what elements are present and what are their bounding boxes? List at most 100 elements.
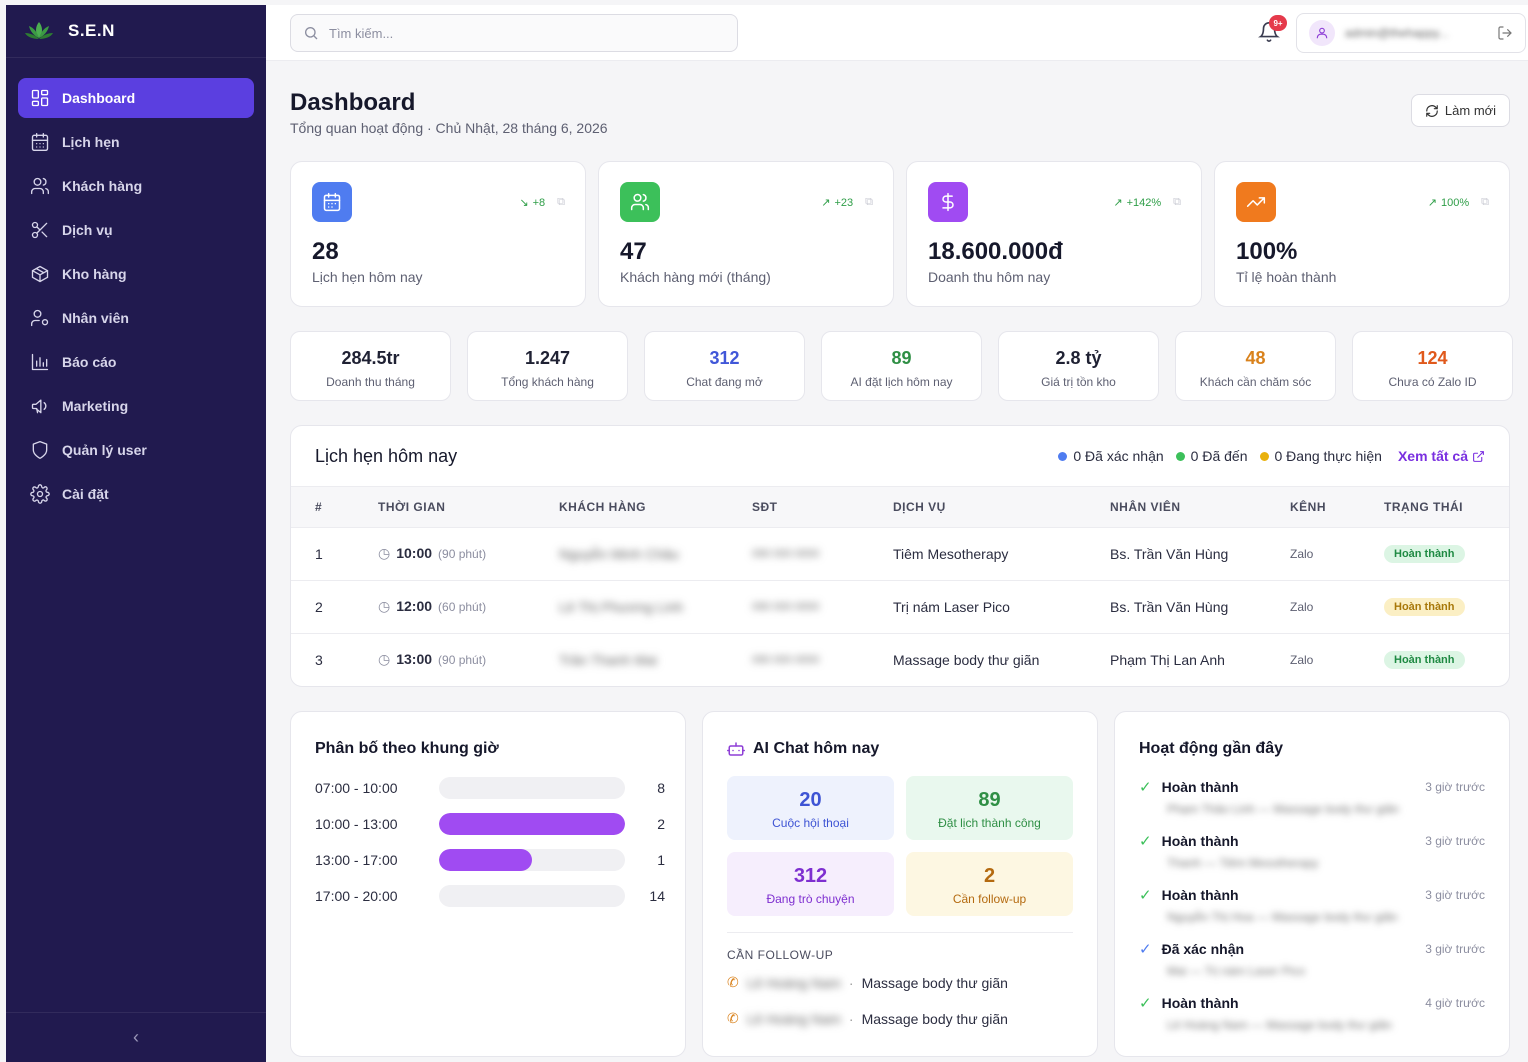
sidebar-item-staff[interactable]: Nhân viên (18, 298, 254, 338)
stat-card-completion[interactable]: ↗ 100% ⧉ 100% Tỉ lệ hoàn thành (1214, 161, 1510, 307)
sidebar-item-settings[interactable]: Cài đặt (18, 474, 254, 514)
ai-tile-label: Cuộc hội thoại (772, 816, 849, 830)
activity-item[interactable]: ✓ Hoàn thành 3 giờ trước Phạm Thảo Linh — … (1139, 778, 1485, 816)
column-header: NHÂN VIÊN (1110, 499, 1181, 514)
card-title: Hoạt động gần đây (1139, 740, 1283, 757)
sidebar-item-services[interactable]: Dịch vụ (18, 210, 254, 250)
status-badge: Hoàn thành (1384, 598, 1465, 616)
activity-item[interactable]: ✓ Hoàn thành 3 giờ trước Thanh — Tiêm Meso… (1139, 832, 1485, 870)
phone-number: 090 000 0000 (752, 632, 893, 686)
page-subtitle: Tổng quan hoạt động · Chủ Nhật, 28 tháng… (290, 120, 608, 136)
sidebar-item-label: Báo cáo (62, 354, 117, 370)
ai-tile-chatting[interactable]: 312 Đang trò chuyện (727, 852, 894, 916)
table-row[interactable]: 3 ◷ 13:00 (90 phút) Trần Thanh Mai 090 000… (291, 632, 1509, 686)
stat-icon-bg (312, 182, 352, 222)
customer-name: Nguyễn Minh Châu (559, 526, 752, 580)
mini-stat-monthly-revenue[interactable]: 284.5tr Doanh thu tháng (290, 331, 451, 401)
staff-icon (31, 309, 49, 327)
stat-card-appointments[interactable]: ↘ +8 ⧉ 28 Lịch hẹn hôm nay (290, 161, 586, 307)
activity-time: 3 giờ trước (1425, 942, 1485, 956)
mini-stat-inventory-value[interactable]: 2.8 tỷ Giá trị tồn kho (998, 331, 1159, 401)
stat-value: 47 (620, 238, 647, 265)
service-name: Tiêm Mesotherapy (893, 526, 1110, 580)
activity-item[interactable]: ✓ Hoàn thành 3 giờ trước Nguyễn Thị Hoa — … (1139, 886, 1485, 924)
activity-item[interactable]: ✓ Đã xác nhận 3 giờ trước Mai — Trị nám La… (1139, 940, 1485, 978)
mini-stats: 284.5tr Doanh thu tháng 1.247 Tổng khách h… (290, 331, 1513, 401)
divider (6, 57, 266, 58)
status-cell: Hoàn thành (1384, 526, 1509, 580)
staff-name: Phạm Thị Lan Anh (1110, 632, 1290, 686)
sidebar-item-user-management[interactable]: Quản lý user (18, 430, 254, 470)
external-link-icon[interactable]: ⧉ (557, 196, 565, 208)
sidebar-item-reports[interactable]: Báo cáo (18, 342, 254, 382)
activity-status: Hoàn thành (1161, 887, 1239, 903)
activity-detail: Lê Hoàng Nam — Massage body thư giãn (1167, 1018, 1392, 1032)
appointments-table: # THỜI GIAN KHÁCH HÀNG SĐT DỊCH VỤ NHÂN … (291, 487, 1509, 686)
followup-item[interactable]: ✆ Lê Hoàng Nam · Massage body thư giãn (727, 1010, 1008, 1027)
mini-stat-value: 124 (1417, 348, 1448, 368)
time-cell: ◷ 10:00 (90 phút) (378, 526, 559, 580)
brand[interactable]: S.E.N (6, 5, 266, 57)
notification-button[interactable]: 9+ (1258, 15, 1287, 45)
ai-tile-value: 2 (983, 865, 996, 887)
stat-card-revenue[interactable]: ↗ +142% ⧉ 18.600.000đ Doanh thu hôm nay (906, 161, 1202, 307)
check-circle-icon: ✓ (1139, 833, 1152, 850)
sidebar-item-label: Marketing (62, 398, 129, 414)
time-cell: ◷ 13:00 (90 phút) (378, 632, 559, 686)
legend-item: 0 Đã đến (1175, 448, 1248, 464)
mini-stat-label: Chat đang mở (686, 375, 763, 389)
slot-bar-fill (439, 849, 532, 871)
table-row[interactable]: 1 ◷ 10:00 (90 phút) Nguyễn Minh Châu 090 0… (291, 526, 1509, 580)
mini-stat-open-chats[interactable]: 312 Chat đang mở (644, 331, 805, 401)
ai-tile-followup[interactable]: 2 Cần follow-up (906, 852, 1073, 916)
mini-stat-label: AI đặt lịch hôm nay (850, 375, 953, 389)
legend-dot (1175, 452, 1185, 461)
legend-item: 0 Đã xác nhận (1058, 448, 1164, 464)
mini-stat-no-zalo[interactable]: 124 Chưa có Zalo ID (1352, 331, 1513, 401)
external-link-icon[interactable]: ⧉ (865, 196, 873, 208)
user-menu[interactable]: admin@thehappy... (1296, 13, 1526, 53)
mini-stat-value: 284.5tr (341, 348, 400, 368)
search-input[interactable] (329, 25, 709, 41)
activity-time: 3 giờ trước (1425, 888, 1485, 902)
phone-icon: ✆ (727, 1010, 739, 1026)
ai-tile-bookings[interactable]: 89 Đặt lịch thành công (906, 776, 1073, 840)
sidebar-collapse-button[interactable]: ‹ (6, 1012, 266, 1062)
sidebar-item-dashboard[interactable]: Dashboard (18, 78, 254, 118)
row-number: 2 (291, 579, 378, 633)
slot-count: 8 (657, 780, 665, 796)
slot-row: 17:00 - 20:00 14 (315, 884, 665, 908)
avatar (1309, 20, 1335, 46)
sidebar-item-inventory[interactable]: Kho hàng (18, 254, 254, 294)
mini-stat-ai-bookings[interactable]: 89 AI đặt lịch hôm nay (821, 331, 982, 401)
external-link-icon[interactable]: ⧉ (1481, 196, 1489, 208)
activity-status: Hoàn thành (1161, 995, 1239, 1011)
search-box[interactable] (290, 14, 738, 52)
refresh-button[interactable]: Làm mới (1411, 94, 1510, 127)
mini-stat-label: Doanh thu tháng (326, 375, 415, 389)
sidebar-item-customers[interactable]: Khách hàng (18, 166, 254, 206)
ai-tile-conversations[interactable]: 20 Cuộc hội thoại (727, 776, 894, 840)
legend-item: 0 Đang thực hiện (1259, 448, 1382, 464)
mini-stat-care-needed[interactable]: 48 Khách cần chăm sóc (1175, 331, 1336, 401)
sidebar-item-marketing[interactable]: Marketing (18, 386, 254, 426)
logout-icon[interactable] (1497, 25, 1513, 41)
sidebar-item-appointments[interactable]: Lịch hẹn (18, 122, 254, 162)
view-all-link[interactable]: Xem tất cả (1398, 448, 1485, 464)
dashboard-icon (31, 89, 49, 107)
card-title: Phân bố theo khung giờ (315, 740, 499, 757)
table-row[interactable]: 2 ◷ 12:00 (60 phút) Lê Thị Phương Linh 090… (291, 579, 1509, 633)
followup-item[interactable]: ✆ Lê Hoàng Nam · Massage body thư giãn (727, 974, 1008, 991)
mini-stat-total-customers[interactable]: 1.247 Tổng khách hàng (467, 331, 628, 401)
clock-icon: ◷ (378, 598, 391, 614)
activity-item[interactable]: ✓ Hoàn thành 4 giờ trước Lê Hoàng Nam — Ma… (1139, 994, 1485, 1032)
stat-trend: ↘ +8 ⧉ (519, 196, 565, 209)
mini-stat-label: Tổng khách hàng (501, 375, 594, 389)
external-link-icon[interactable]: ⧉ (1173, 196, 1181, 208)
status-badge: Hoàn thành (1384, 651, 1465, 670)
appointments-title: Lịch hẹn hôm nay (315, 445, 458, 466)
clock-icon: ◷ (378, 651, 391, 668)
stat-card-new-customers[interactable]: ↗ +23 ⧉ 47 Khách hàng mới (tháng) (598, 161, 894, 307)
notification-badge: 9+ (1269, 15, 1287, 31)
user-icon (1316, 27, 1328, 39)
